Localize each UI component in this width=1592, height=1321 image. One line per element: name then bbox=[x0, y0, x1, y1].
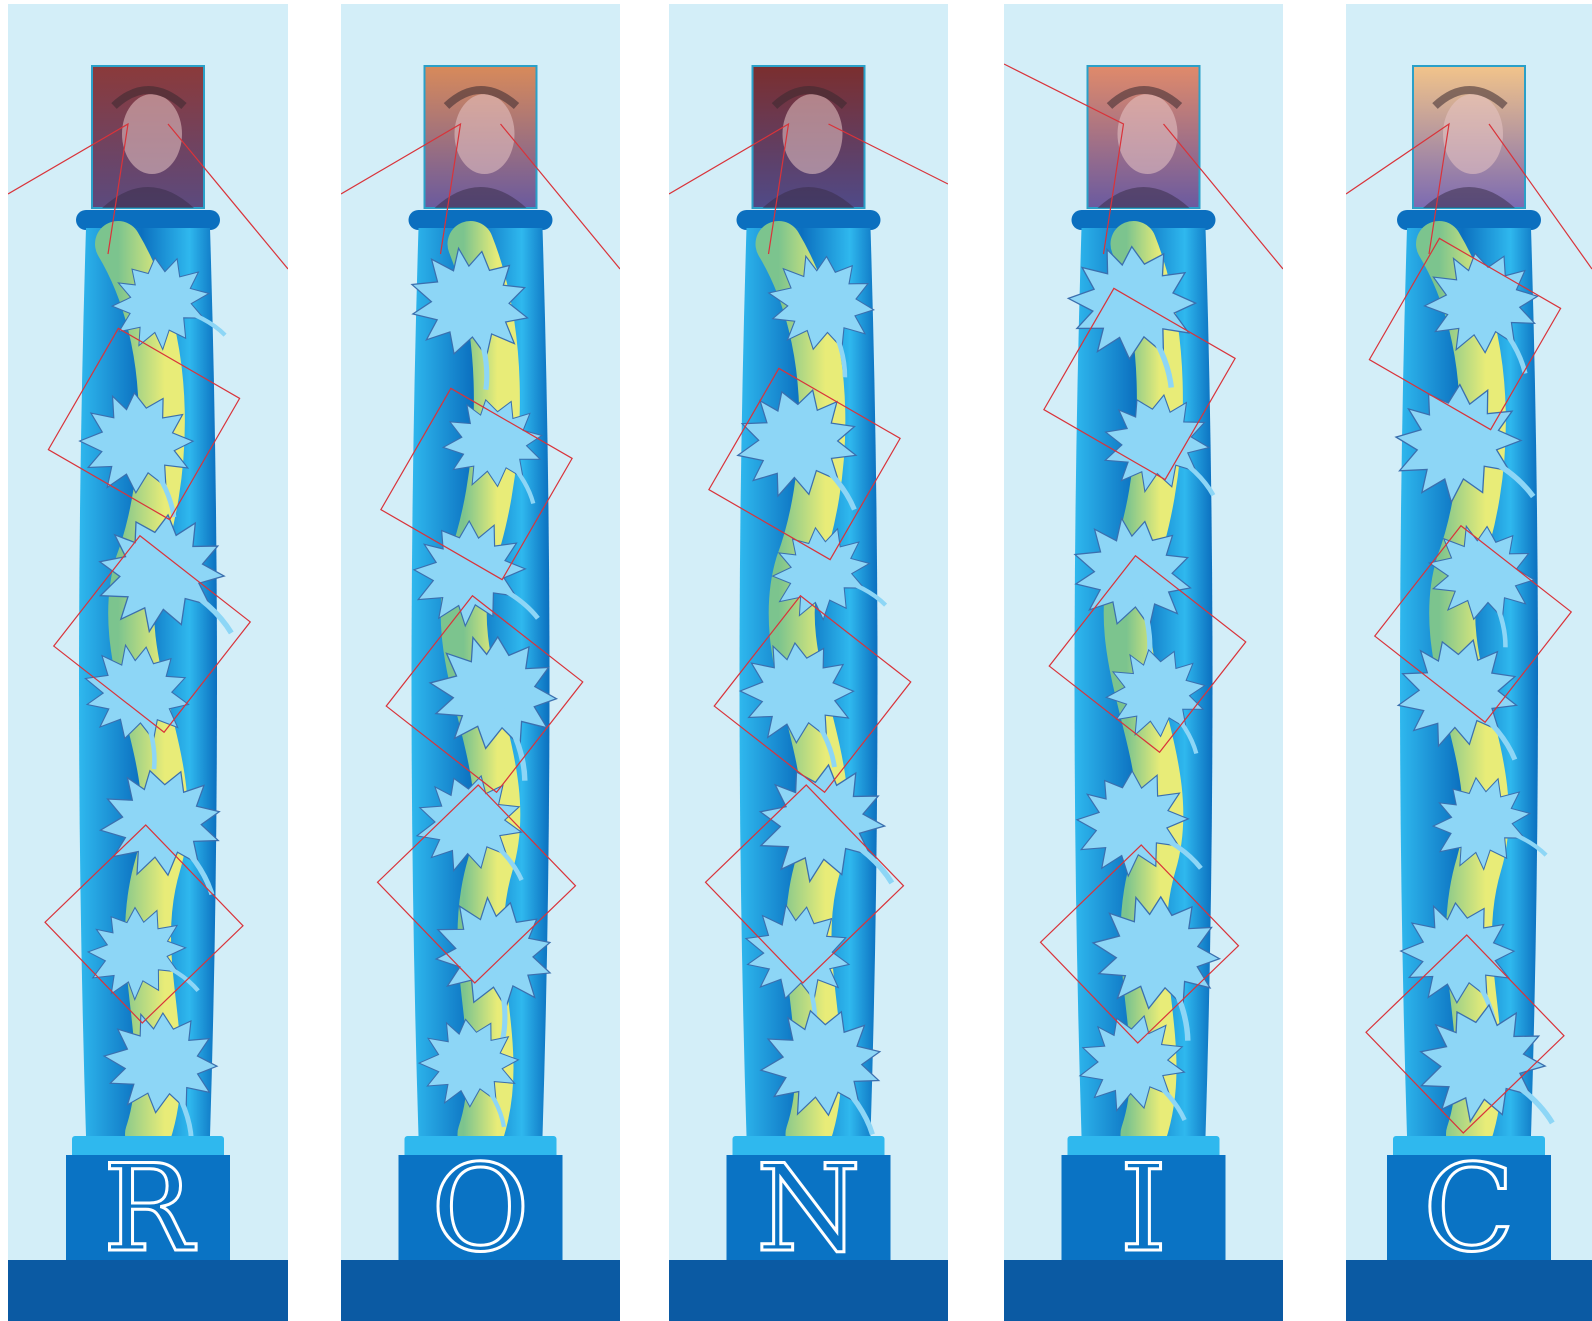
column-capital bbox=[76, 210, 220, 230]
portrait-face bbox=[1423, 86, 1515, 208]
pedestal-letter: I bbox=[1120, 1140, 1167, 1279]
red-overlay-squares bbox=[669, 122, 948, 984]
leaf bbox=[738, 641, 855, 768]
leaves bbox=[736, 254, 895, 1136]
overlay-square bbox=[47, 327, 241, 521]
red-overlay-squares bbox=[341, 122, 620, 984]
leaf bbox=[415, 774, 524, 882]
overlay-square bbox=[1048, 554, 1247, 754]
leaf bbox=[441, 398, 544, 505]
leaf bbox=[1419, 1003, 1555, 1125]
overlay-square bbox=[704, 784, 905, 984]
overlay-square bbox=[1368, 237, 1562, 431]
leaf bbox=[1075, 769, 1203, 878]
overlay-line bbox=[1346, 122, 1450, 255]
leaf bbox=[428, 635, 559, 781]
column-base bbox=[1067, 1136, 1220, 1158]
leaf bbox=[1078, 1014, 1187, 1122]
overlay-line bbox=[828, 123, 948, 185]
column-base bbox=[1393, 1136, 1545, 1158]
column-capital bbox=[736, 210, 881, 230]
portrait-face bbox=[434, 86, 527, 208]
leaf bbox=[1104, 648, 1207, 755]
pedestal bbox=[726, 1155, 891, 1265]
leaf bbox=[84, 643, 190, 770]
pedestal bbox=[398, 1155, 563, 1265]
leaf bbox=[98, 769, 221, 896]
leaf bbox=[78, 391, 195, 518]
column-base bbox=[732, 1136, 885, 1158]
overlay-square bbox=[52, 534, 252, 734]
leaf bbox=[417, 1018, 520, 1128]
overlay-line bbox=[500, 123, 620, 270]
portrait-face bbox=[102, 86, 194, 208]
overlay-line bbox=[669, 122, 790, 255]
leaf bbox=[86, 906, 200, 1001]
leaf bbox=[434, 895, 552, 1042]
column-panel: O bbox=[341, 4, 620, 1321]
overlay-square bbox=[713, 594, 912, 794]
leaves bbox=[1066, 245, 1222, 1122]
red-overlay-squares bbox=[8, 122, 288, 1024]
overlay-square bbox=[1043, 287, 1236, 481]
overlay-square bbox=[1365, 934, 1565, 1134]
ground-band bbox=[8, 1260, 288, 1321]
column-panel: C bbox=[1346, 4, 1592, 1321]
leaf bbox=[1103, 393, 1216, 497]
pedestal bbox=[1387, 1155, 1551, 1265]
leaf bbox=[110, 256, 227, 351]
leaf bbox=[102, 1011, 219, 1141]
overlay-line bbox=[8, 122, 129, 255]
ground-band bbox=[341, 1260, 620, 1321]
column-panel: I bbox=[1004, 4, 1283, 1321]
leaf bbox=[98, 513, 234, 635]
leaf bbox=[1091, 895, 1222, 1041]
overlay-square bbox=[1373, 524, 1573, 724]
pedestal bbox=[66, 1155, 230, 1265]
ground-band bbox=[1004, 1260, 1283, 1321]
leaf bbox=[1431, 776, 1548, 871]
red-overlay-squares bbox=[1346, 122, 1592, 1134]
overlay-line bbox=[1163, 123, 1283, 270]
leaf bbox=[771, 526, 888, 621]
pedestal-letter: N bbox=[756, 1140, 861, 1279]
leaves bbox=[78, 256, 234, 1141]
overlay-line bbox=[1004, 63, 1125, 255]
overlay-square bbox=[708, 367, 901, 561]
leaf bbox=[1427, 524, 1536, 648]
portrait-face bbox=[1097, 86, 1190, 208]
column-base bbox=[404, 1136, 557, 1158]
overlay-square bbox=[380, 387, 573, 581]
leaf bbox=[767, 254, 876, 378]
ground-band bbox=[669, 1260, 948, 1321]
pedestal-letter: R bbox=[103, 1140, 197, 1279]
leaves bbox=[410, 246, 559, 1128]
column-panel: R bbox=[8, 4, 288, 1321]
overlay-line bbox=[341, 122, 462, 255]
leaf bbox=[759, 1009, 882, 1136]
overlay-square bbox=[44, 824, 244, 1024]
overlay-square bbox=[376, 784, 577, 984]
pedestal bbox=[1061, 1155, 1226, 1265]
red-overlay-squares bbox=[1004, 63, 1283, 1044]
leaf bbox=[1394, 383, 1536, 504]
overlay-square bbox=[1039, 844, 1240, 1044]
ground-band bbox=[1346, 1260, 1592, 1321]
column-panel: N bbox=[669, 4, 948, 1321]
leaf bbox=[1066, 245, 1198, 388]
column-base bbox=[72, 1136, 224, 1158]
overlay-line bbox=[1488, 123, 1592, 270]
column-capital bbox=[1397, 210, 1541, 230]
pedestal-letter: O bbox=[431, 1140, 529, 1279]
overlay-square bbox=[385, 594, 584, 794]
overlay-line bbox=[167, 123, 288, 270]
pedestal-letter: C bbox=[1423, 1140, 1515, 1279]
leaf bbox=[758, 763, 895, 885]
leaf bbox=[410, 246, 529, 391]
leaf bbox=[412, 519, 540, 628]
portrait-face bbox=[762, 86, 855, 208]
